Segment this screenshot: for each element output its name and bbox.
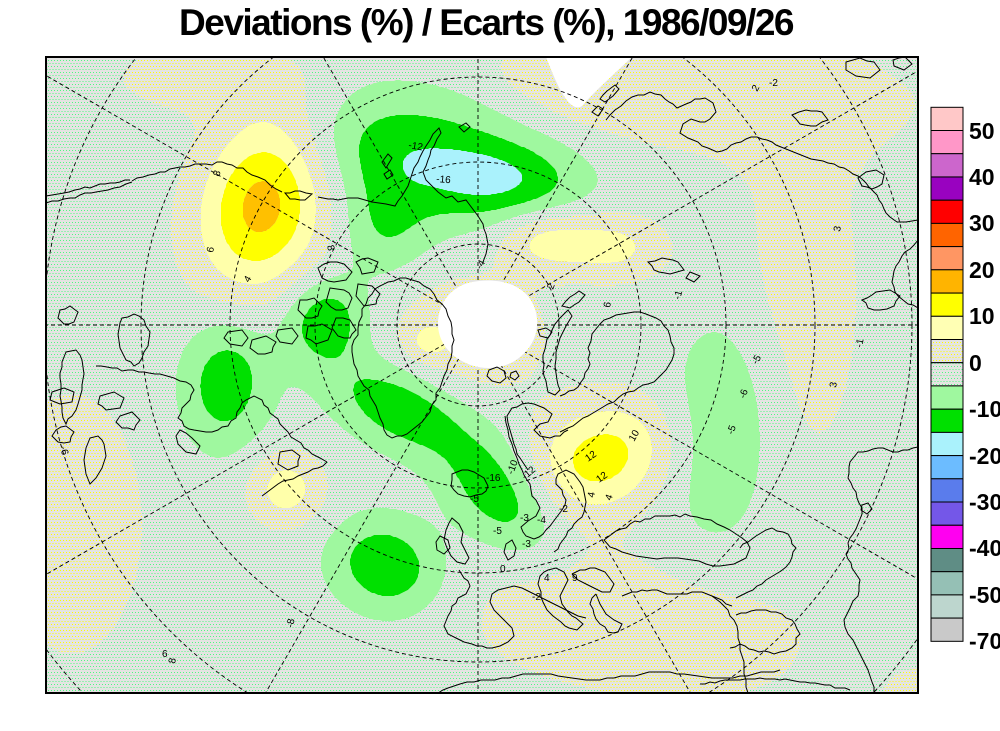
svg-text:9: 9	[572, 573, 578, 584]
svg-text:40: 40	[969, 164, 995, 190]
svg-text:-70: -70	[969, 628, 1000, 654]
svg-text:-5: -5	[725, 423, 739, 436]
svg-text:20: 20	[969, 257, 995, 283]
svg-text:10: 10	[627, 428, 642, 444]
svg-text:4: 4	[603, 493, 615, 502]
svg-text:-40: -40	[969, 535, 1000, 561]
svg-text:-6: -6	[57, 445, 70, 457]
svg-text:-20: -20	[969, 443, 1000, 469]
svg-text:4: 4	[242, 274, 255, 285]
svg-text:6: 6	[205, 245, 217, 253]
svg-text:8: 8	[167, 657, 179, 665]
svg-text:4: 4	[586, 491, 598, 499]
svg-text:-5: -5	[493, 526, 502, 537]
svg-text:-2: -2	[559, 504, 568, 515]
svg-text:-5: -5	[470, 494, 479, 505]
svg-text:-50: -50	[969, 582, 1000, 608]
svg-text:3: 3	[832, 225, 844, 233]
svg-text:-1: -1	[854, 337, 866, 348]
svg-text:-2: -2	[769, 78, 778, 89]
svg-text:4: 4	[544, 573, 550, 584]
svg-text:6: 6	[602, 301, 614, 309]
svg-text:8: 8	[324, 244, 336, 253]
svg-text:2: 2	[545, 282, 557, 291]
svg-text:-16: -16	[486, 473, 501, 484]
svg-text:-30: -30	[969, 489, 1000, 515]
svg-text:-2: -2	[532, 592, 541, 603]
svg-text:-3: -3	[522, 539, 531, 550]
svg-text:0: 0	[969, 350, 982, 376]
svg-text:-12: -12	[407, 140, 424, 153]
svg-text:6: 6	[162, 649, 168, 660]
svg-text:10: 10	[969, 303, 995, 329]
svg-text:Deviations (%) / Ecarts (%), 1: Deviations (%) / Ecarts (%), 1986/09/26	[179, 2, 794, 43]
svg-text:3: 3	[828, 381, 840, 389]
svg-text:-3: -3	[520, 513, 529, 524]
svg-text:-4: -4	[537, 515, 546, 526]
svg-text:-8: -8	[285, 617, 297, 628]
svg-text:2: 2	[750, 83, 763, 94]
svg-text:-1: -1	[672, 289, 685, 301]
svg-text:-6: -6	[737, 387, 751, 400]
svg-text:8: 8	[211, 169, 223, 178]
svg-text:-10: -10	[505, 458, 520, 476]
svg-text:0: 0	[500, 564, 506, 575]
svg-text:-10: -10	[969, 396, 1000, 422]
svg-text:30: 30	[969, 210, 995, 236]
svg-text:50: 50	[969, 118, 995, 144]
svg-text:-16: -16	[436, 174, 452, 186]
